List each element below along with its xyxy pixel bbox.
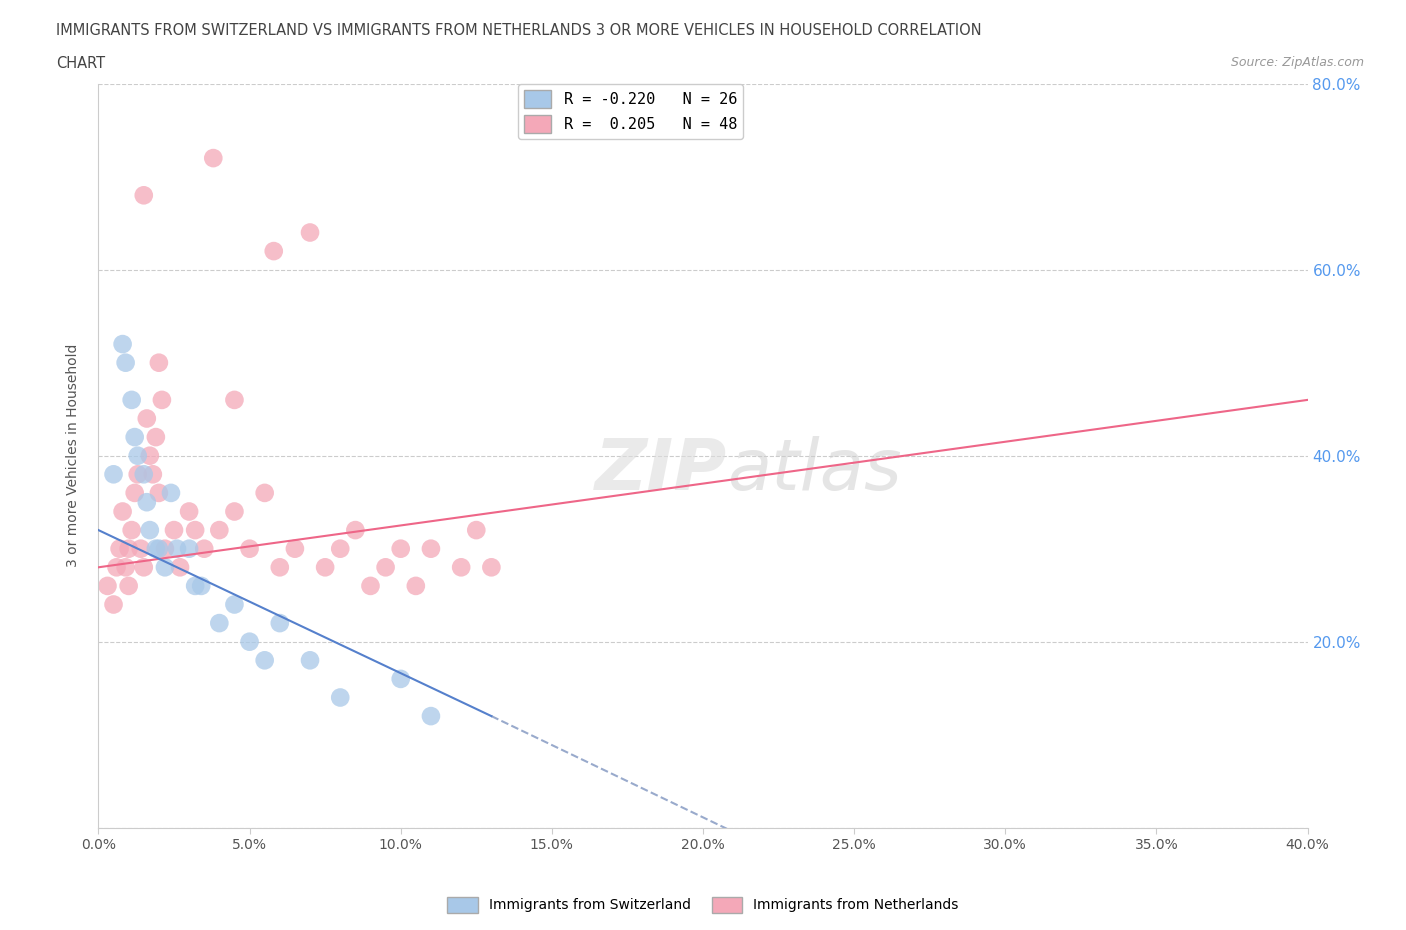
- Text: CHART: CHART: [56, 56, 105, 71]
- Point: [360, 578, 382, 593]
- Point: [190, 578, 212, 593]
- Point: [114, 560, 136, 575]
- Point: [114, 355, 136, 370]
- Point: [139, 523, 162, 538]
- Point: [105, 560, 128, 575]
- Point: [103, 467, 125, 482]
- Point: [145, 430, 167, 445]
- Point: [465, 523, 488, 538]
- Point: [202, 151, 225, 166]
- Point: [127, 467, 149, 482]
- Text: IMMIGRANTS FROM SWITZERLAND VS IMMIGRANTS FROM NETHERLANDS 3 OR MORE VEHICLES IN: IMMIGRANTS FROM SWITZERLAND VS IMMIGRANT…: [56, 23, 981, 38]
- Point: [111, 337, 134, 352]
- Point: [184, 523, 207, 538]
- Legend: R = -0.220   N = 26, R =  0.205   N = 48: R = -0.220 N = 26, R = 0.205 N = 48: [517, 84, 744, 140]
- Point: [269, 560, 291, 575]
- Point: [299, 653, 322, 668]
- Point: [420, 541, 443, 556]
- Point: [118, 541, 141, 556]
- Point: [314, 560, 336, 575]
- Point: [344, 523, 367, 538]
- Point: [132, 467, 155, 482]
- Point: [148, 355, 170, 370]
- Point: [253, 485, 276, 500]
- Point: [145, 541, 167, 556]
- Point: [111, 504, 134, 519]
- Point: [153, 560, 176, 575]
- Point: [374, 560, 396, 575]
- Point: [208, 616, 231, 631]
- Point: [160, 485, 183, 500]
- Point: [135, 411, 157, 426]
- Point: [148, 541, 170, 556]
- Point: [329, 541, 352, 556]
- Point: [239, 634, 262, 649]
- Point: [153, 541, 176, 556]
- Point: [163, 523, 186, 538]
- Point: [481, 560, 503, 575]
- Point: [224, 504, 246, 519]
- Point: [96, 578, 118, 593]
- Point: [121, 392, 143, 407]
- Text: atlas: atlas: [727, 436, 901, 505]
- Point: [179, 541, 201, 556]
- Point: [253, 653, 276, 668]
- Legend: Immigrants from Switzerland, Immigrants from Netherlands: Immigrants from Switzerland, Immigrants …: [441, 891, 965, 919]
- Point: [263, 244, 285, 259]
- Point: [420, 709, 443, 724]
- Point: [269, 616, 291, 631]
- Text: Source: ZipAtlas.com: Source: ZipAtlas.com: [1230, 56, 1364, 69]
- Point: [124, 485, 146, 500]
- Point: [193, 541, 215, 556]
- Point: [166, 541, 188, 556]
- Point: [150, 392, 173, 407]
- Point: [224, 392, 246, 407]
- Point: [169, 560, 191, 575]
- Point: [329, 690, 352, 705]
- Point: [108, 541, 131, 556]
- Point: [132, 560, 155, 575]
- Point: [135, 495, 157, 510]
- Point: [129, 541, 152, 556]
- Point: [142, 467, 165, 482]
- Point: [103, 597, 125, 612]
- Y-axis label: 3 or more Vehicles in Household: 3 or more Vehicles in Household: [66, 344, 80, 567]
- Point: [389, 671, 412, 686]
- Point: [139, 448, 162, 463]
- Point: [299, 225, 322, 240]
- Point: [127, 448, 149, 463]
- Point: [389, 541, 412, 556]
- Point: [450, 560, 472, 575]
- Point: [284, 541, 307, 556]
- Text: ZIP: ZIP: [595, 436, 727, 505]
- Point: [132, 188, 155, 203]
- Point: [405, 578, 427, 593]
- Point: [224, 597, 246, 612]
- Point: [124, 430, 146, 445]
- Point: [239, 541, 262, 556]
- Point: [208, 523, 231, 538]
- Point: [184, 578, 207, 593]
- Point: [148, 485, 170, 500]
- Point: [118, 578, 141, 593]
- Point: [121, 523, 143, 538]
- Point: [179, 504, 201, 519]
